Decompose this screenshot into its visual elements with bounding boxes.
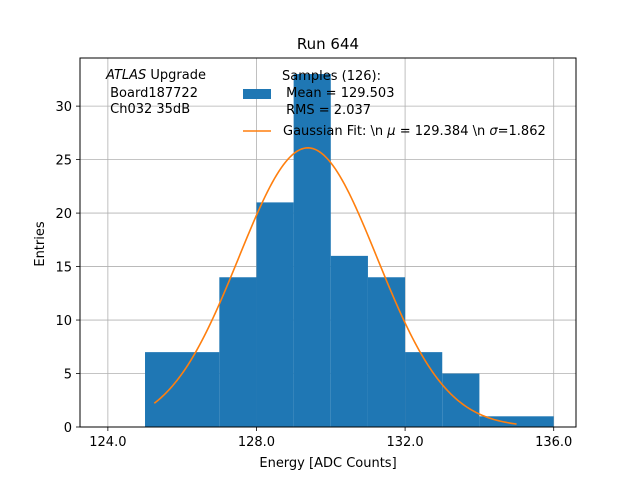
histogram-bar xyxy=(219,277,257,427)
annotation-upgrade-word: Upgrade xyxy=(146,68,206,83)
legend-histogram-swatch xyxy=(243,89,271,99)
annotation-atlas-word: ATLAS xyxy=(105,68,146,83)
x-tick-label: 132.0 xyxy=(386,435,423,450)
gaussian-fit xyxy=(153,147,517,425)
legend: Samples (126): Mean = 129.503 RMS = 2.03… xyxy=(243,69,546,139)
legend-fit-mu: μ xyxy=(386,124,395,139)
y-tick-label: 5 xyxy=(64,368,72,383)
legend-fit-middle: = 129.384 \n xyxy=(396,124,490,139)
y-axis-ticks: 0 5 10 15 20 25 30 xyxy=(55,100,80,436)
plot-frame xyxy=(79,57,577,428)
histogram-bar xyxy=(479,416,554,427)
histogram-bar xyxy=(442,373,480,427)
x-axis-ticks: 124.0 128.0 132.0 136.0 xyxy=(89,427,572,450)
histogram-bar xyxy=(405,352,443,427)
legend-histogram-line: Samples (126): xyxy=(282,69,381,84)
legend-fit-suffix: =1.862 xyxy=(498,124,546,139)
x-tick-label: 128.0 xyxy=(238,435,275,450)
histogram-bar xyxy=(145,352,220,427)
histogram-bar xyxy=(367,277,406,427)
x-axis-title: Energy [ADC Counts] xyxy=(259,456,396,471)
x-tick-label: 136.0 xyxy=(535,435,572,450)
legend-fit-label: Gaussian Fit: \n μ = 129.384 \n σ=1.862 xyxy=(283,124,546,139)
y-tick-label: 30 xyxy=(55,100,72,115)
atlas-annotation: ATLAS Upgrade Board187722 Ch032 35dB xyxy=(105,68,206,117)
y-tick-label: 10 xyxy=(55,314,72,329)
gaussian-fit-curve xyxy=(153,147,517,425)
histogram-bars xyxy=(145,74,554,427)
y-tick-label: 25 xyxy=(55,154,72,169)
histogram-bar xyxy=(256,202,294,427)
y-axis-title: Entries xyxy=(33,221,48,267)
histogram-bar xyxy=(330,255,368,427)
legend-histogram-label: Samples (126): Mean = 129.503 RMS = 2.03… xyxy=(282,69,394,118)
y-tick-label: 15 xyxy=(55,261,72,276)
legend-histogram-line: Mean = 129.503 xyxy=(282,86,394,101)
legend-fit-sigma: σ xyxy=(489,124,498,139)
histogram-bar xyxy=(293,74,331,427)
chart-title: Run 644 xyxy=(297,35,359,53)
annotation-line-1: ATLAS Upgrade xyxy=(105,68,206,83)
annotation-line-3: Ch032 35dB xyxy=(106,102,190,117)
legend-histogram-line: RMS = 2.037 xyxy=(282,103,371,118)
legend-fit-prefix: Gaussian Fit: \n xyxy=(283,124,387,139)
annotation-line-2: Board187722 xyxy=(106,86,198,101)
y-tick-label: 20 xyxy=(55,207,72,222)
y-tick-label: 0 xyxy=(64,421,72,436)
x-tick-label: 124.0 xyxy=(89,435,126,450)
